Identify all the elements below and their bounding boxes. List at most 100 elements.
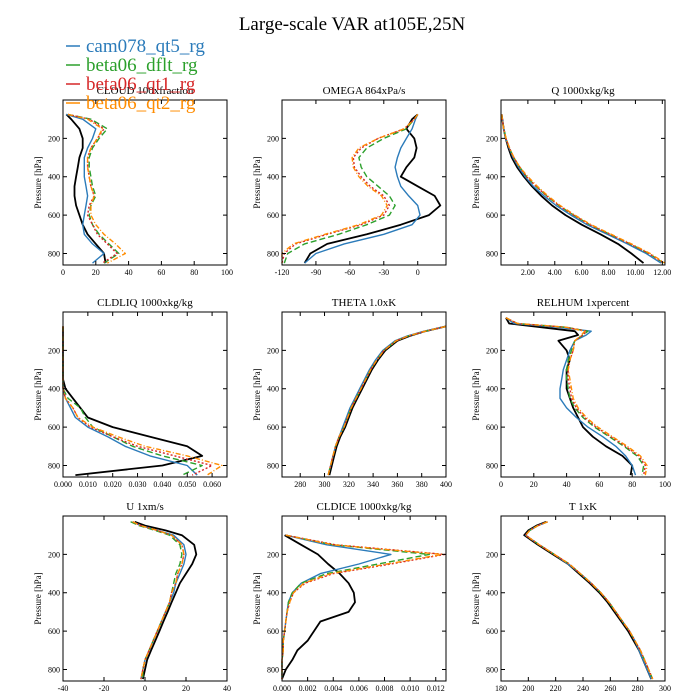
- y-tick-label: 800: [486, 249, 498, 258]
- y-tick-label: 400: [48, 173, 60, 182]
- x-tick-label: 0.000: [273, 684, 291, 693]
- series-line: [327, 325, 447, 476]
- y-axis-label: Pressure [hPa]: [471, 368, 481, 420]
- plot-frame: [281, 99, 447, 266]
- x-tick-label: 40: [125, 268, 133, 277]
- x-tick-label: 0.060: [203, 480, 221, 489]
- y-tick-label: 200: [267, 134, 279, 143]
- series-line: [62, 326, 213, 476]
- series-group: [281, 534, 446, 680]
- panel-title: RELHUM 1xpercent: [537, 297, 630, 309]
- x-tick-label: 40: [223, 684, 231, 693]
- plot-frame: [62, 99, 228, 266]
- series-group: [505, 317, 648, 476]
- series-line: [67, 113, 118, 264]
- panel-2: OMEGA 864xPa/s -120 -90 -60 -30 0 200 400 600 800…: [252, 85, 447, 277]
- series-line: [281, 534, 356, 680]
- series-line: [66, 113, 105, 264]
- series-line: [62, 326, 204, 476]
- x-tick-label: -30: [378, 268, 389, 277]
- y-tick-label: 200: [267, 346, 279, 355]
- x-tick-label: 300: [659, 684, 671, 693]
- x-tick-label: -120: [275, 268, 290, 277]
- plot-frame: [281, 311, 447, 478]
- x-tick-label: 4.00: [548, 268, 562, 277]
- panel-5: THETA 1.0xK 280 300 320 340 360 380 400 200 400 60…: [252, 297, 452, 489]
- x-tick-label: 0.004: [324, 684, 342, 693]
- panel-8: CLDICE 1000xkg/kg 0.000 0.002 0.004 0.006 0.0…: [252, 501, 447, 693]
- y-axis-label: Pressure [hPa]: [33, 368, 43, 420]
- x-tick-label: 220: [550, 684, 562, 693]
- y-tick-label: 600: [267, 423, 279, 432]
- series-line: [283, 113, 419, 264]
- series-line: [281, 113, 419, 264]
- plot-frame: [281, 515, 447, 682]
- y-tick-label: 600: [48, 211, 60, 220]
- x-tick-label: 0: [143, 684, 147, 693]
- series-group: [281, 113, 442, 264]
- legend-label: beta06_dflt_rg: [86, 55, 198, 76]
- series-line: [505, 317, 645, 476]
- y-axis-label: Pressure [hPa]: [471, 156, 481, 208]
- series-line: [501, 114, 662, 264]
- y-tick-label: 400: [267, 589, 279, 598]
- legend-item: beta06_dflt_rg: [66, 55, 198, 76]
- y-tick-label: 400: [267, 173, 279, 182]
- y-tick-label: 600: [48, 627, 60, 636]
- x-tick-label: 100: [221, 268, 233, 277]
- series-line: [67, 113, 120, 264]
- series-group: [62, 326, 223, 476]
- y-tick-label: 200: [486, 134, 498, 143]
- series-group: [523, 520, 654, 680]
- x-tick-label: 240: [577, 684, 589, 693]
- y-axis-label: Pressure [hPa]: [252, 572, 262, 624]
- panel-title: Q 1000xkg/kg: [551, 85, 615, 97]
- panel-title: OMEGA 864xPa/s: [323, 85, 406, 97]
- x-tick-label: 320: [343, 480, 355, 489]
- x-tick-label: 0.030: [129, 480, 147, 489]
- x-tick-label: -90: [311, 268, 322, 277]
- series-line: [505, 317, 637, 476]
- x-tick-label: 8.00: [602, 268, 616, 277]
- y-tick-label: 600: [48, 423, 60, 432]
- x-tick-label: 10.00: [626, 268, 644, 277]
- y-tick-label: 600: [267, 627, 279, 636]
- x-tick-label: 0.012: [427, 684, 445, 693]
- x-tick-label: 0: [61, 268, 65, 277]
- legend-item: beta06_qt2_rg: [66, 93, 196, 114]
- x-tick-label: 0: [499, 480, 503, 489]
- y-tick-label: 400: [486, 589, 498, 598]
- x-tick-label: 380: [416, 480, 428, 489]
- series-line: [281, 534, 430, 680]
- x-tick-label: 80: [628, 480, 636, 489]
- y-tick-label: 200: [267, 550, 279, 559]
- series-group: [500, 114, 666, 264]
- legend-label: cam078_qt5_rg: [86, 36, 205, 57]
- y-tick-label: 800: [48, 665, 60, 674]
- x-tick-label: 0.000: [54, 480, 72, 489]
- series-line: [524, 521, 654, 680]
- y-tick-label: 200: [48, 134, 60, 143]
- legend-item: beta06_qt1_rg: [66, 74, 196, 95]
- plot-frame: [500, 99, 666, 266]
- series-line: [67, 113, 127, 264]
- y-tick-label: 200: [486, 346, 498, 355]
- x-tick-label: -20: [99, 684, 110, 693]
- panel-4: CLDLIQ 1000xkg/kg 0.000 0.010 0.020 0.030 0.0…: [33, 297, 228, 489]
- x-tick-label: 0.010: [401, 684, 419, 693]
- series-line: [505, 317, 646, 476]
- y-tick-label: 800: [267, 461, 279, 470]
- plot-frame: [62, 515, 228, 682]
- y-tick-label: 400: [267, 385, 279, 394]
- plot-frame: [62, 311, 228, 478]
- y-axis-label: Pressure [hPa]: [33, 156, 43, 208]
- y-tick-label: 800: [486, 665, 498, 674]
- y-tick-label: 600: [486, 211, 498, 220]
- x-tick-label: 100: [659, 480, 671, 489]
- x-tick-label: 60: [157, 268, 165, 277]
- y-tick-label: 600: [486, 627, 498, 636]
- series-line: [501, 114, 665, 264]
- series-line: [132, 521, 185, 680]
- panel-title: U 1xm/s: [126, 501, 164, 513]
